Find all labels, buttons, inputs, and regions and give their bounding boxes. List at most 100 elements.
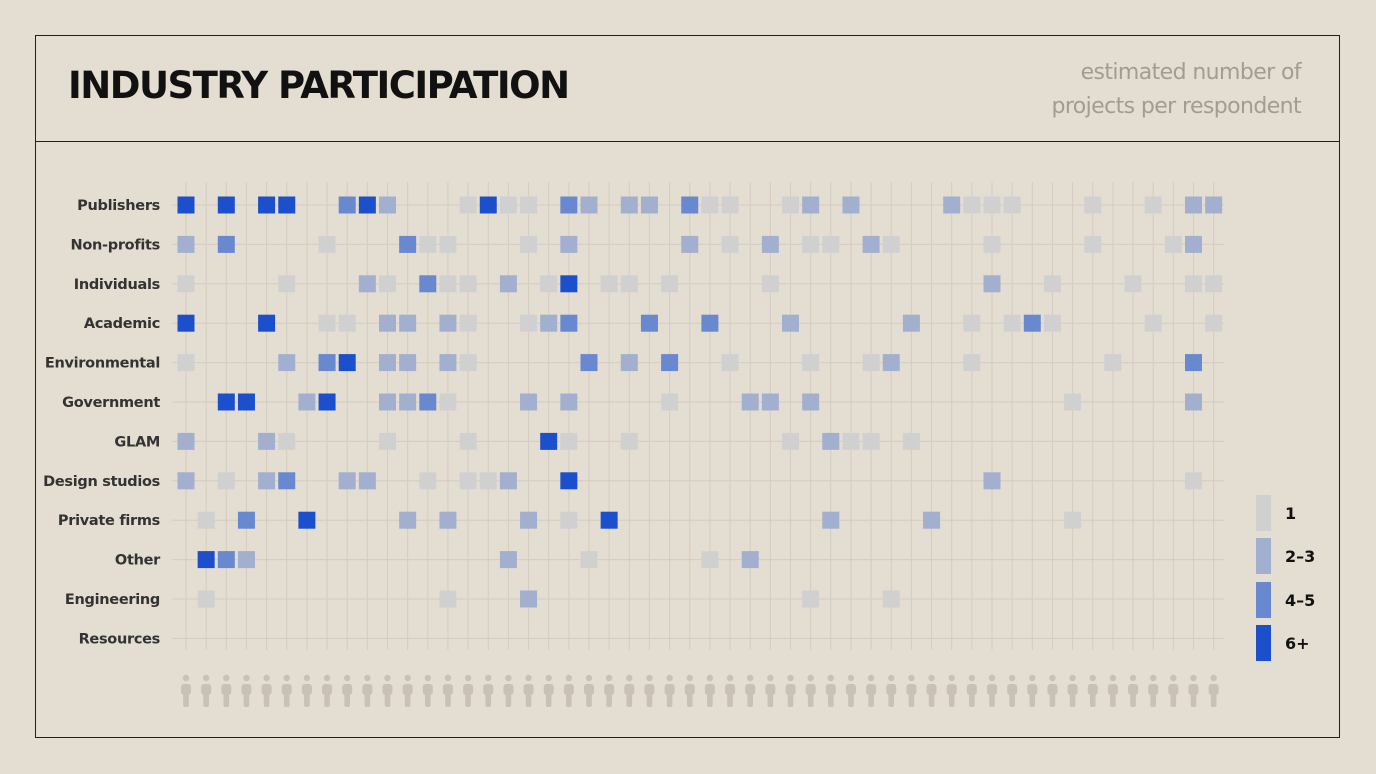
- cell-private-firms-44: [1064, 511, 1082, 529]
- person-icon: [503, 674, 514, 707]
- cell-glam-4: [258, 432, 276, 450]
- cell-non-profits-19: [560, 235, 578, 253]
- cell-design-studios-14: [459, 472, 477, 490]
- row-label-government: Government: [62, 395, 160, 411]
- cell-individuals-24: [661, 275, 679, 293]
- cell-publishers-45: [1084, 196, 1102, 214]
- cell-individuals-14: [459, 275, 477, 293]
- cell-engineering-1: [197, 590, 215, 608]
- cell-non-profits-12: [419, 235, 437, 253]
- person-icon: [483, 674, 494, 707]
- cell-academic-0: [177, 314, 195, 332]
- cell-engineering-13: [439, 590, 457, 608]
- cell-non-profits-25: [681, 235, 699, 253]
- cell-individuals-5: [278, 275, 296, 293]
- cell-private-firms-17: [520, 511, 538, 529]
- cell-individuals-40: [983, 275, 1001, 293]
- person-icon: [1188, 674, 1199, 707]
- cell-private-firms-13: [439, 511, 457, 529]
- cell-government-31: [802, 393, 820, 411]
- person-icon: [886, 674, 897, 707]
- cell-engineering-17: [520, 590, 538, 608]
- cell-academic-7: [318, 314, 336, 332]
- cell-design-studios-2: [217, 472, 235, 490]
- cell-publishers-22: [620, 196, 638, 214]
- respondent-icons: [181, 674, 1219, 707]
- cell-individuals-18: [540, 275, 558, 293]
- cell-private-firms-32: [822, 511, 840, 529]
- cell-publishers-33: [842, 196, 860, 214]
- cell-glam-22: [620, 432, 638, 450]
- cell-environmental-50: [1185, 354, 1202, 372]
- cell-academic-4: [258, 314, 276, 332]
- cell-academic-18: [540, 314, 558, 332]
- cell-environmental-34: [862, 354, 880, 372]
- person-icon: [946, 674, 957, 707]
- row-label-other: Other: [115, 553, 161, 569]
- cell-non-profits-45: [1084, 235, 1102, 253]
- cell-publishers-10: [379, 196, 396, 214]
- cell-glam-5: [278, 432, 296, 450]
- cell-glam-34: [862, 432, 880, 450]
- legend-label-4: 6+: [1285, 634, 1310, 653]
- cell-publishers-48: [1144, 196, 1162, 214]
- person-icon: [322, 674, 333, 707]
- cell-non-profits-2: [217, 235, 235, 253]
- cell-individuals-0: [177, 275, 195, 293]
- cell-environmental-22: [620, 354, 638, 372]
- cell-publishers-25: [681, 196, 699, 214]
- row-label-academic: Academic: [84, 316, 160, 332]
- cell-private-firms-3: [237, 511, 255, 529]
- legend-label-1: 1: [1285, 504, 1296, 523]
- cell-academic-8: [338, 314, 356, 332]
- grid-lines: [172, 182, 1224, 650]
- legend-swatch-1: [1256, 495, 1271, 531]
- cell-publishers-19: [560, 196, 578, 214]
- cell-academic-51: [1205, 314, 1223, 332]
- cell-environmental-7: [318, 354, 336, 372]
- person-icon: [261, 674, 272, 707]
- cell-engineering-35: [882, 590, 900, 608]
- chart-subtitle: estimated number of projects per respond…: [881, 56, 1301, 124]
- cell-environmental-46: [1104, 354, 1122, 372]
- cell-design-studios-9: [358, 472, 376, 490]
- cell-non-profits-50: [1185, 235, 1202, 253]
- cell-government-10: [379, 393, 396, 411]
- legend-label-2: 2–3: [1285, 547, 1315, 566]
- person-icon: [1128, 674, 1139, 707]
- cell-glam-10: [379, 432, 396, 450]
- cell-government-11: [399, 393, 417, 411]
- cell-individuals-12: [419, 275, 437, 293]
- cell-publishers-23: [640, 196, 658, 214]
- cell-non-profits-11: [399, 235, 417, 253]
- cell-environmental-8: [338, 354, 356, 372]
- person-icon: [624, 674, 635, 707]
- cell-design-studios-0: [177, 472, 195, 490]
- person-icon: [845, 674, 856, 707]
- cell-environmental-27: [721, 354, 739, 372]
- person-icon: [785, 674, 796, 707]
- person-icon: [1208, 674, 1219, 707]
- cell-government-28: [741, 393, 759, 411]
- cell-publishers-16: [499, 196, 517, 214]
- cell-publishers-31: [802, 196, 820, 214]
- cell-publishers-27: [721, 196, 739, 214]
- cell-design-studios-40: [983, 472, 1001, 490]
- cell-academic-11: [399, 314, 417, 332]
- cell-individuals-10: [379, 275, 396, 293]
- cell-private-firms-37: [923, 511, 941, 529]
- cell-engineering-31: [802, 590, 820, 608]
- person-icon: [1087, 674, 1098, 707]
- cell-publishers-51: [1205, 196, 1223, 214]
- person-icon: [725, 674, 736, 707]
- cell-publishers-9: [358, 196, 376, 214]
- cell-government-2: [217, 393, 235, 411]
- person-icon: [543, 674, 554, 707]
- cell-publishers-38: [943, 196, 961, 214]
- cell-government-12: [419, 393, 437, 411]
- cell-publishers-41: [1003, 196, 1021, 214]
- cell-government-3: [237, 393, 255, 411]
- person-icon: [644, 674, 655, 707]
- cell-publishers-17: [520, 196, 538, 214]
- cell-environmental-10: [379, 354, 396, 372]
